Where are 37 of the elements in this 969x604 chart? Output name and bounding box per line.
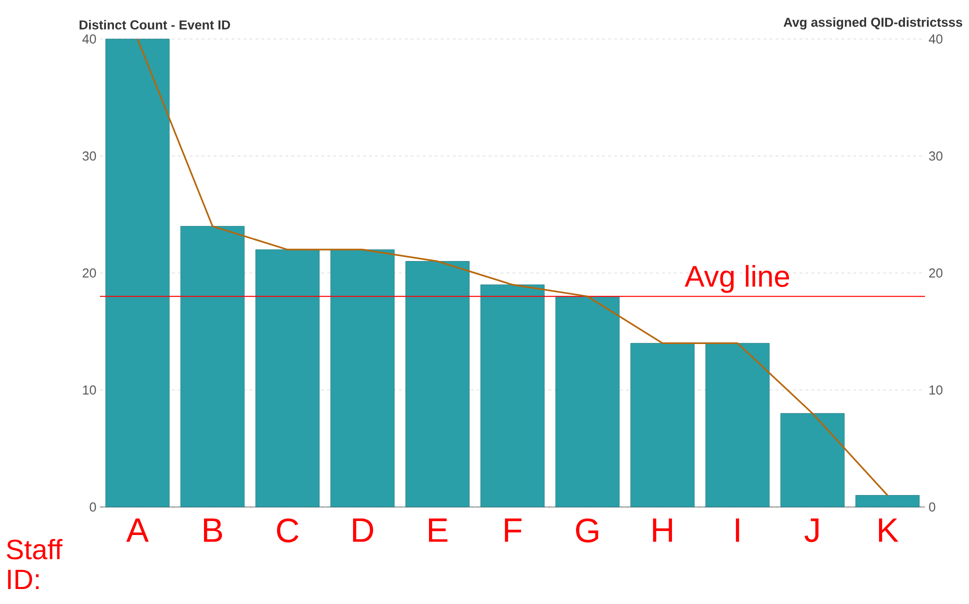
x-tick-label: H	[653, 518, 672, 542]
bar	[555, 296, 620, 508]
bar	[330, 249, 395, 508]
y-tick-label: 20	[82, 268, 96, 278]
y2-tick-label: 10	[930, 385, 942, 395]
x-tick-label: F	[504, 518, 522, 542]
y2-tick-label: 30	[929, 151, 942, 161]
x-tick-label: G	[576, 518, 598, 542]
x-tick-label: E	[428, 518, 448, 542]
line-series	[136, 38, 888, 496]
x-tick-label: J	[804, 518, 818, 542]
bar	[780, 413, 845, 508]
y2-tick-label: 20	[929, 268, 942, 278]
bar	[480, 284, 545, 508]
y-tick-label: 30	[82, 151, 96, 161]
y2-tick-label: 40	[928, 34, 942, 44]
bar	[705, 343, 770, 508]
x-tick-label: D	[353, 518, 374, 542]
ref-line-label: Avg line	[684, 265, 790, 293]
y2-tick-label: 0	[929, 502, 936, 512]
y-axis-title: Distinct Count - Event ID	[80, 20, 230, 30]
y-tick-label: 40	[82, 34, 96, 44]
y2-axis-title: Avg assigned QID-districtsss	[784, 17, 962, 30]
bar	[855, 495, 920, 508]
bar	[180, 226, 245, 508]
x-tick-label: B	[204, 518, 222, 542]
x-tick-label: C	[276, 518, 298, 542]
x-axis-title: Staff ID:	[6, 538, 62, 590]
bar	[630, 343, 695, 508]
bar	[105, 38, 170, 508]
bar	[405, 261, 470, 508]
y-tick-label: 0	[90, 502, 96, 512]
bar	[255, 249, 320, 508]
y-tick-label: 10	[83, 385, 96, 395]
x-tick-label: I	[736, 518, 740, 542]
x-tick-label: A	[126, 518, 149, 542]
x-tick-label: K	[878, 518, 898, 542]
